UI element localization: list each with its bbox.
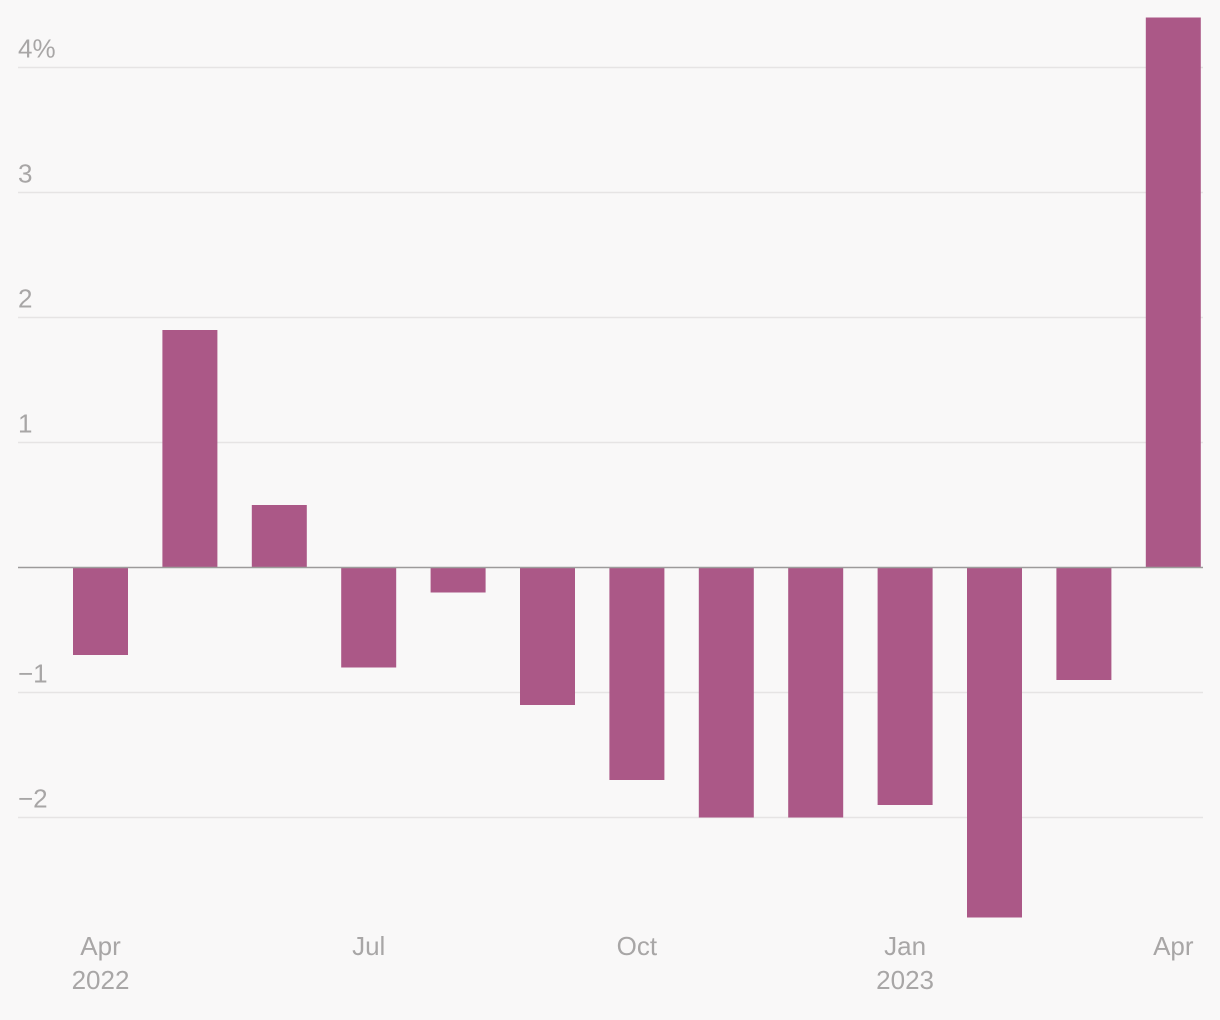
x-tick-label: Jul bbox=[352, 931, 385, 961]
bar-2023-04 bbox=[1145, 17, 1201, 568]
bar-2022-07 bbox=[341, 567, 397, 668]
bar-2022-10 bbox=[609, 567, 665, 780]
x-tick-label: Apr bbox=[80, 931, 121, 961]
x-tick-label: Jan bbox=[884, 931, 926, 961]
bar-2022-08 bbox=[430, 567, 486, 593]
y-tick-label: −2 bbox=[18, 784, 48, 814]
y-tick-label: 1 bbox=[18, 409, 32, 439]
x-tick-year-label: 2022 bbox=[72, 965, 130, 995]
bar-2022-06 bbox=[251, 505, 307, 568]
bar-2022-04 bbox=[73, 567, 128, 655]
y-axis-tick-labels: 4% 3 2 1 −1 −2 bbox=[18, 34, 56, 814]
bar-2022-12 bbox=[788, 567, 844, 818]
bars bbox=[73, 17, 1201, 918]
y-tick-label: −1 bbox=[18, 659, 48, 689]
x-tick-label: Oct bbox=[617, 931, 658, 961]
bar-2023-03 bbox=[1056, 567, 1112, 680]
bar-2023-02 bbox=[967, 567, 1022, 918]
y-tick-label: 4% bbox=[18, 34, 56, 64]
bar-2022-09 bbox=[520, 567, 575, 705]
x-axis-tick-labels: Apr 2022 Jul Oct Jan 2023 Apr bbox=[72, 931, 1194, 995]
y-tick-label: 3 bbox=[18, 159, 32, 189]
bar-2022-05 bbox=[162, 330, 218, 568]
bar-2022-11 bbox=[698, 567, 754, 818]
y-tick-label: 2 bbox=[18, 284, 32, 314]
x-tick-label: Apr bbox=[1153, 931, 1194, 961]
bar-2023-01 bbox=[877, 567, 933, 805]
x-tick-year-label: 2023 bbox=[876, 965, 934, 995]
